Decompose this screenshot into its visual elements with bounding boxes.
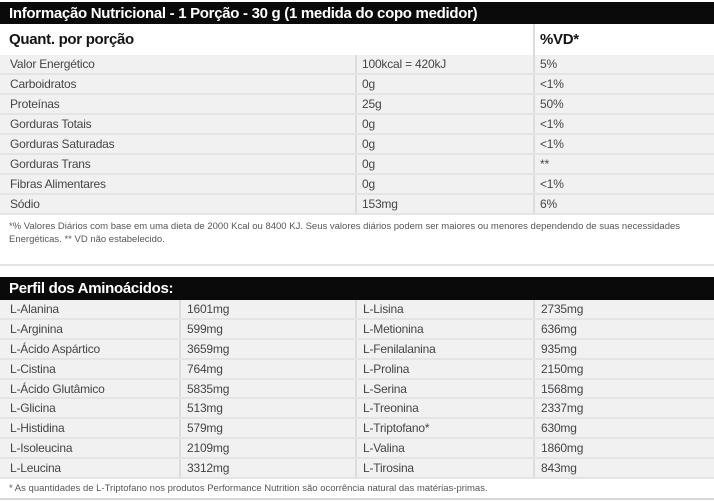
table-row: Gorduras Saturadas 0g <1% bbox=[0, 135, 714, 155]
amino-name: L-Fenilalanina bbox=[355, 339, 533, 358]
table-row: L-Ácido Aspártico 3659mg L-Fenilalanina … bbox=[0, 339, 714, 360]
tryptophan-footnote: * As quantidades de L-Triptofano nos pro… bbox=[0, 479, 714, 500]
table-row: Fibras Alimentares 0g <1% bbox=[0, 175, 714, 195]
table-row: L-Glicina 513mg L-Treonina 2337mg bbox=[0, 399, 714, 420]
nutrient-vd: <1% bbox=[533, 175, 714, 193]
amino-name: L-Prolina bbox=[355, 359, 533, 378]
nutrient-vd: 6% bbox=[533, 195, 714, 213]
nutrient-vd: <1% bbox=[533, 75, 714, 93]
amino-name: L-Alanina bbox=[10, 301, 59, 316]
amino-acids-table: L-Alanina 1601mg L-Lisina 2735mg L-Argin… bbox=[0, 300, 714, 480]
nutrient-quantity: 0g bbox=[355, 155, 533, 173]
amino-name: L-Triptofano* bbox=[355, 419, 533, 438]
table-row: L-Arginina 599mg L-Metionina 636mg bbox=[0, 319, 714, 340]
nutrient-name: Gorduras Totais bbox=[10, 117, 92, 131]
amino-name: L-Glicina bbox=[10, 401, 56, 416]
nutrient-vd: 50% bbox=[533, 95, 714, 113]
nutrient-quantity: 0g bbox=[355, 135, 533, 153]
table-row: Valor Energético 100kcal = 420kJ 5% bbox=[0, 55, 714, 75]
nutrient-quantity: 100kcal = 420kJ bbox=[355, 55, 533, 73]
amino-value: 2150mg bbox=[533, 359, 714, 378]
nutrient-quantity: 0g bbox=[355, 175, 533, 193]
amino-value: 579mg bbox=[179, 419, 355, 438]
amino-name: L-Histidina bbox=[10, 421, 65, 436]
nutrient-vd: <1% bbox=[533, 115, 714, 133]
daily-values-footnote: *% Valores Diários com base em uma dieta… bbox=[0, 215, 714, 266]
vd-column-header: %VD* bbox=[533, 24, 714, 55]
nutrient-quantity: 0g bbox=[355, 115, 533, 133]
nutrient-name: Sódio bbox=[10, 197, 40, 211]
nutrient-name: Carboidratos bbox=[10, 77, 77, 91]
nutrient-name: Gorduras Trans bbox=[10, 157, 91, 171]
amino-value: 3659mg bbox=[179, 339, 355, 358]
table-row: L-Leucina 3312mg L-Tirosina 843mg bbox=[0, 459, 714, 480]
nutrition-table: Valor Energético 100kcal = 420kJ 5% Carb… bbox=[0, 55, 714, 215]
amino-value: 630mg bbox=[533, 419, 714, 438]
amino-name: L-Arginina bbox=[10, 321, 63, 336]
quantity-column-header: Quant. por porção bbox=[9, 31, 134, 48]
amino-name: L-Ácido Glutâmico bbox=[10, 381, 105, 396]
table-row: Sódio 153mg 6% bbox=[0, 195, 714, 215]
amino-value: 764mg bbox=[179, 359, 355, 378]
nutrient-quantity: 0g bbox=[355, 75, 533, 93]
table-row: L-Isoleucina 2109mg L-Valina 1860mg bbox=[0, 439, 714, 460]
nutrient-name: Valor Energético bbox=[10, 57, 95, 71]
table-row: Gorduras Totais 0g <1% bbox=[0, 115, 714, 135]
amino-value: 3312mg bbox=[179, 459, 355, 478]
table-row: Carboidratos 0g <1% bbox=[0, 75, 714, 95]
amino-value: 513mg bbox=[179, 399, 355, 418]
section-spacer bbox=[0, 266, 714, 277]
amino-value: 2109mg bbox=[179, 439, 355, 458]
amino-name: L-Valina bbox=[355, 439, 533, 458]
nutrient-vd: 5% bbox=[533, 55, 714, 73]
nutrient-name: Proteínas bbox=[10, 97, 60, 111]
amino-value: 1860mg bbox=[533, 439, 714, 458]
nutrition-title: Informação Nutricional - 1 Porção - 30 g… bbox=[9, 4, 478, 22]
nutrient-name: Gorduras Saturadas bbox=[10, 137, 115, 151]
amino-value: 5835mg bbox=[179, 379, 355, 398]
nutrient-quantity: 153mg bbox=[355, 195, 533, 213]
amino-name: L-Leucina bbox=[10, 461, 61, 476]
amino-name: L-Lisina bbox=[355, 300, 533, 318]
nutrition-table-header: Quant. por porção %VD* bbox=[0, 24, 714, 55]
table-row: Gorduras Trans 0g ** bbox=[0, 155, 714, 175]
amino-header-bar: Perfil dos Aminoácidos: bbox=[0, 277, 714, 300]
amino-value: 599mg bbox=[179, 319, 355, 338]
nutrition-header-bar: Informação Nutricional - 1 Porção - 30 g… bbox=[0, 2, 714, 24]
amino-value: 1568mg bbox=[533, 379, 714, 398]
nutrient-quantity: 25g bbox=[355, 95, 533, 113]
amino-name: L-Cistina bbox=[10, 361, 56, 376]
nutrient-name: Fibras Alimentares bbox=[10, 177, 106, 191]
table-row: L-Alanina 1601mg L-Lisina 2735mg bbox=[0, 300, 714, 320]
nutrient-vd: ** bbox=[533, 155, 714, 173]
amino-value: 636mg bbox=[533, 319, 714, 338]
table-row: Proteínas 25g 50% bbox=[0, 95, 714, 115]
amino-name: L-Ácido Aspártico bbox=[10, 341, 100, 356]
amino-name: L-Treonina bbox=[355, 399, 533, 418]
table-row: L-Cistina 764mg L-Prolina 2150mg bbox=[0, 359, 714, 380]
amino-value: 2337mg bbox=[533, 399, 714, 418]
amino-name: L-Isoleucina bbox=[10, 441, 73, 456]
table-row: L-Ácido Glutâmico 5835mg L-Serina 1568mg bbox=[0, 379, 714, 400]
amino-name: L-Tirosina bbox=[355, 459, 533, 478]
amino-name: L-Metionina bbox=[355, 319, 533, 338]
amino-value: 1601mg bbox=[179, 300, 355, 318]
amino-name: L-Serina bbox=[355, 379, 533, 398]
amino-value: 2735mg bbox=[533, 300, 714, 318]
table-row: L-Histidina 579mg L-Triptofano* 630mg bbox=[0, 419, 714, 440]
amino-value: 843mg bbox=[533, 459, 714, 478]
nutrient-vd: <1% bbox=[533, 135, 714, 153]
amino-value: 935mg bbox=[533, 339, 714, 358]
amino-section-title: Perfil dos Aminoácidos: bbox=[9, 280, 174, 297]
